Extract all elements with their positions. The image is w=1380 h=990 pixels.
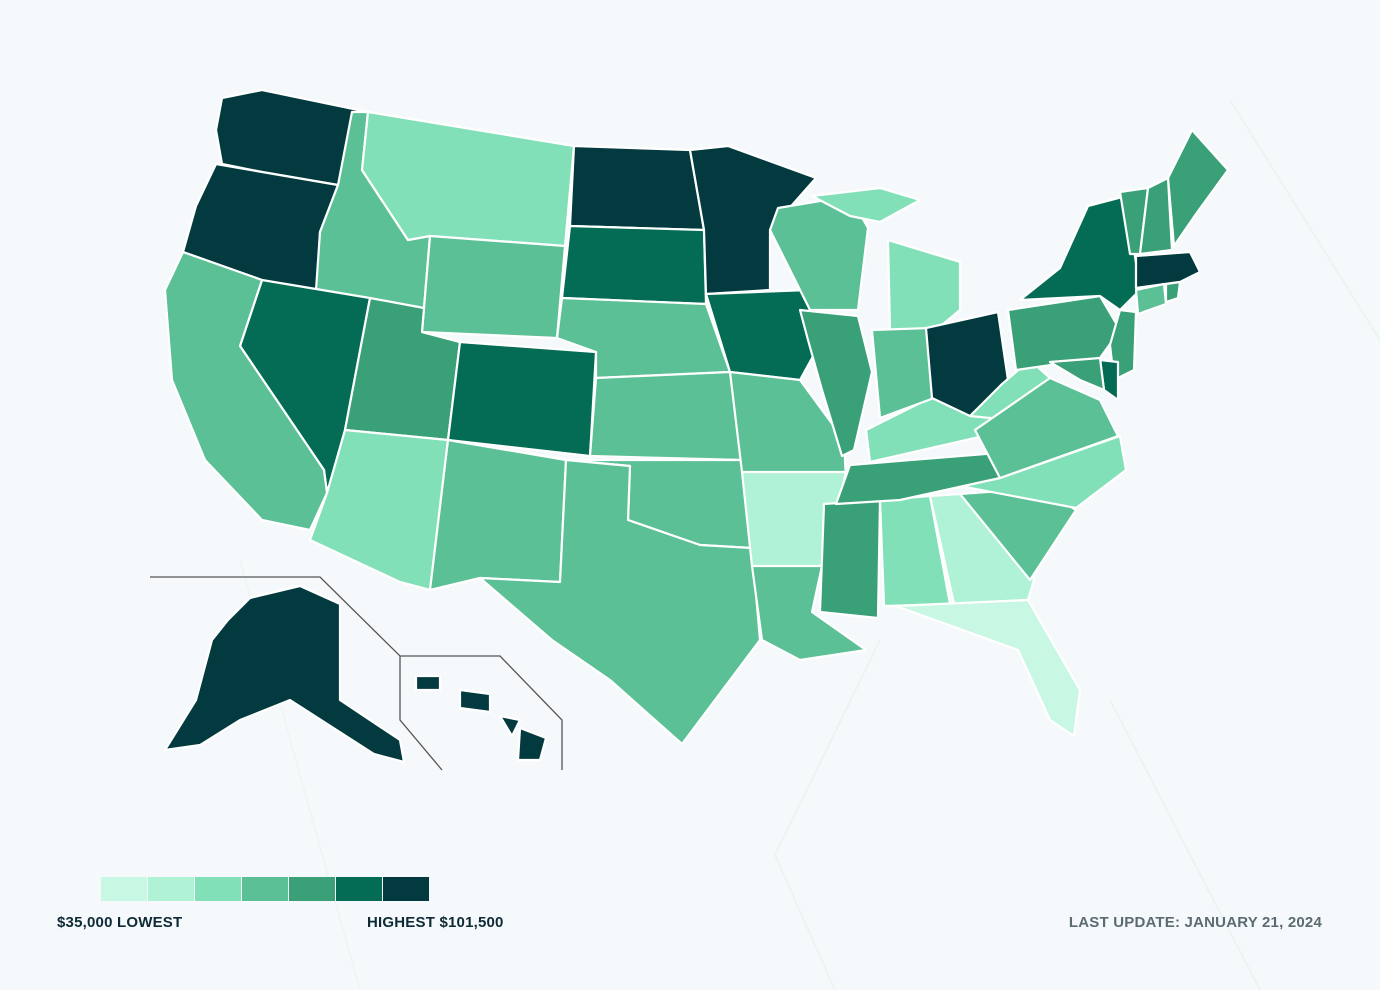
state-tn	[834, 450, 1012, 506]
legend-low-label: $35,000 LOWEST	[57, 914, 183, 931]
state-il	[798, 308, 874, 458]
state-ia	[704, 288, 824, 382]
state-mi	[810, 186, 962, 332]
last-update-label: LAST UPDATE: JANUARY 21, 2024	[1068, 914, 1322, 931]
state-pa	[1006, 294, 1122, 372]
legend-high-label: HIGHEST $101,500	[367, 914, 504, 931]
legend-scale	[101, 877, 429, 901]
state-me	[1166, 128, 1230, 248]
state-hi	[414, 674, 548, 762]
state-ny	[1018, 194, 1142, 312]
state-wy	[420, 234, 567, 340]
legend-swatch-6	[383, 877, 429, 901]
states-layer	[163, 88, 1230, 764]
legend-swatch-3	[242, 877, 288, 901]
state-ri	[1164, 280, 1182, 304]
state-ct	[1134, 282, 1168, 316]
inset-frame-line	[150, 576, 563, 771]
legend-swatch-5	[336, 877, 382, 901]
legend-swatch-2	[195, 877, 241, 901]
state-sd	[560, 224, 708, 306]
state-ca	[163, 250, 329, 532]
state-ma	[1134, 250, 1202, 290]
state-nh	[1138, 176, 1174, 256]
state-co	[446, 340, 598, 458]
state-fl	[894, 598, 1082, 738]
state-nm	[428, 438, 568, 592]
state-md	[1048, 356, 1106, 392]
legend-swatch-4	[289, 877, 335, 901]
state-tx	[478, 458, 762, 746]
legend-swatch-1	[148, 877, 194, 901]
state-mn	[688, 144, 818, 296]
state-ak	[163, 584, 406, 764]
state-va	[973, 376, 1120, 480]
state-mo	[728, 370, 848, 482]
state-ks	[588, 370, 744, 462]
legend-swatch-0	[101, 877, 147, 901]
state-nd	[568, 144, 706, 232]
state-ms	[818, 498, 882, 620]
